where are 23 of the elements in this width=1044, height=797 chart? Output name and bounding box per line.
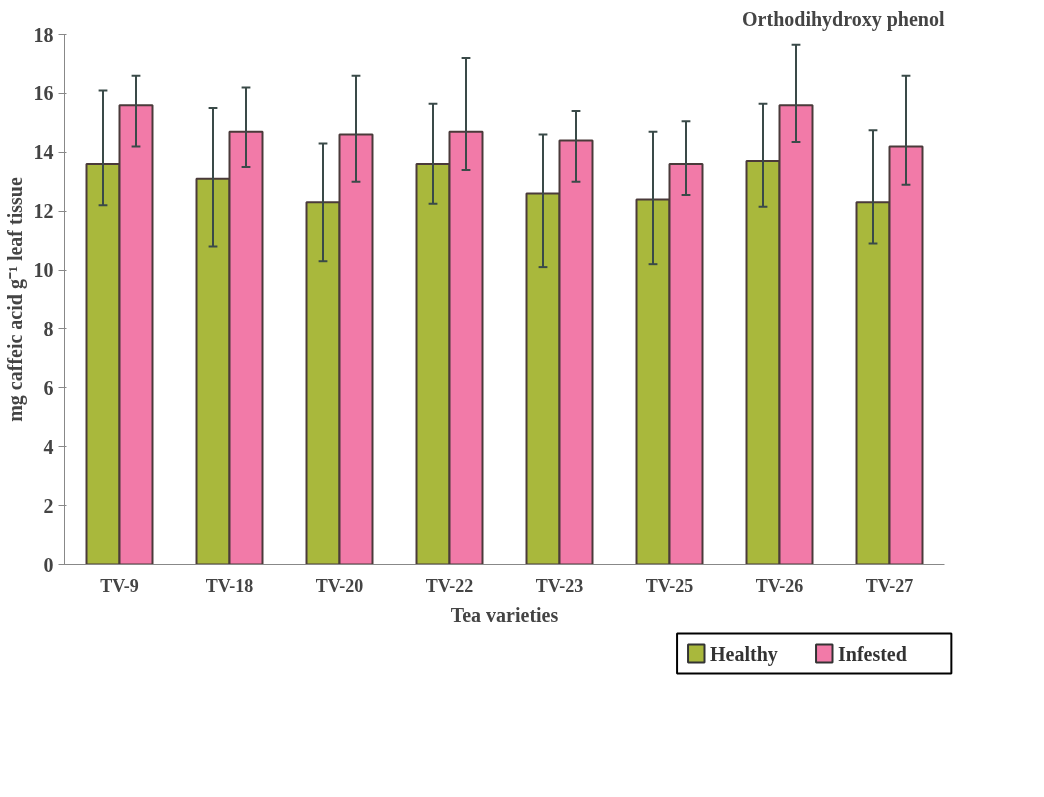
- x-tick-label: TV-23: [535, 575, 584, 596]
- x-tick-label: TV-26: [755, 575, 804, 596]
- x-tick-label: TV-25: [645, 575, 694, 596]
- y-tick-label: 2: [43, 494, 54, 517]
- x-tick-label: TV-18: [205, 575, 254, 596]
- x-tick-label: TV-27: [865, 575, 914, 596]
- chart-title: Orthodihydroxy phenol: [742, 7, 945, 31]
- y-tick-label: 18: [33, 23, 54, 46]
- y-tick-label: 0: [43, 553, 54, 576]
- x-tick-label: TV-9: [100, 575, 139, 596]
- x-tick-label: TV-22: [425, 575, 474, 596]
- y-tick-label: 14: [33, 141, 54, 164]
- y-tick-label: 10: [33, 259, 54, 282]
- y-tick-label: 8: [43, 317, 54, 340]
- y-tick-label: 4: [43, 435, 54, 458]
- y-tick-label: 6: [43, 376, 54, 399]
- y-axis-title: mg caffeic acid g⁻¹ leaf tissue: [3, 177, 27, 422]
- legend-label: Infested: [837, 642, 907, 665]
- x-axis-title: Tea varieties: [450, 603, 559, 626]
- legend-label: Healthy: [709, 642, 778, 666]
- x-tick-label: TV-20: [315, 575, 364, 596]
- y-tick-label: 12: [33, 200, 54, 223]
- y-tick-label: 16: [33, 82, 54, 105]
